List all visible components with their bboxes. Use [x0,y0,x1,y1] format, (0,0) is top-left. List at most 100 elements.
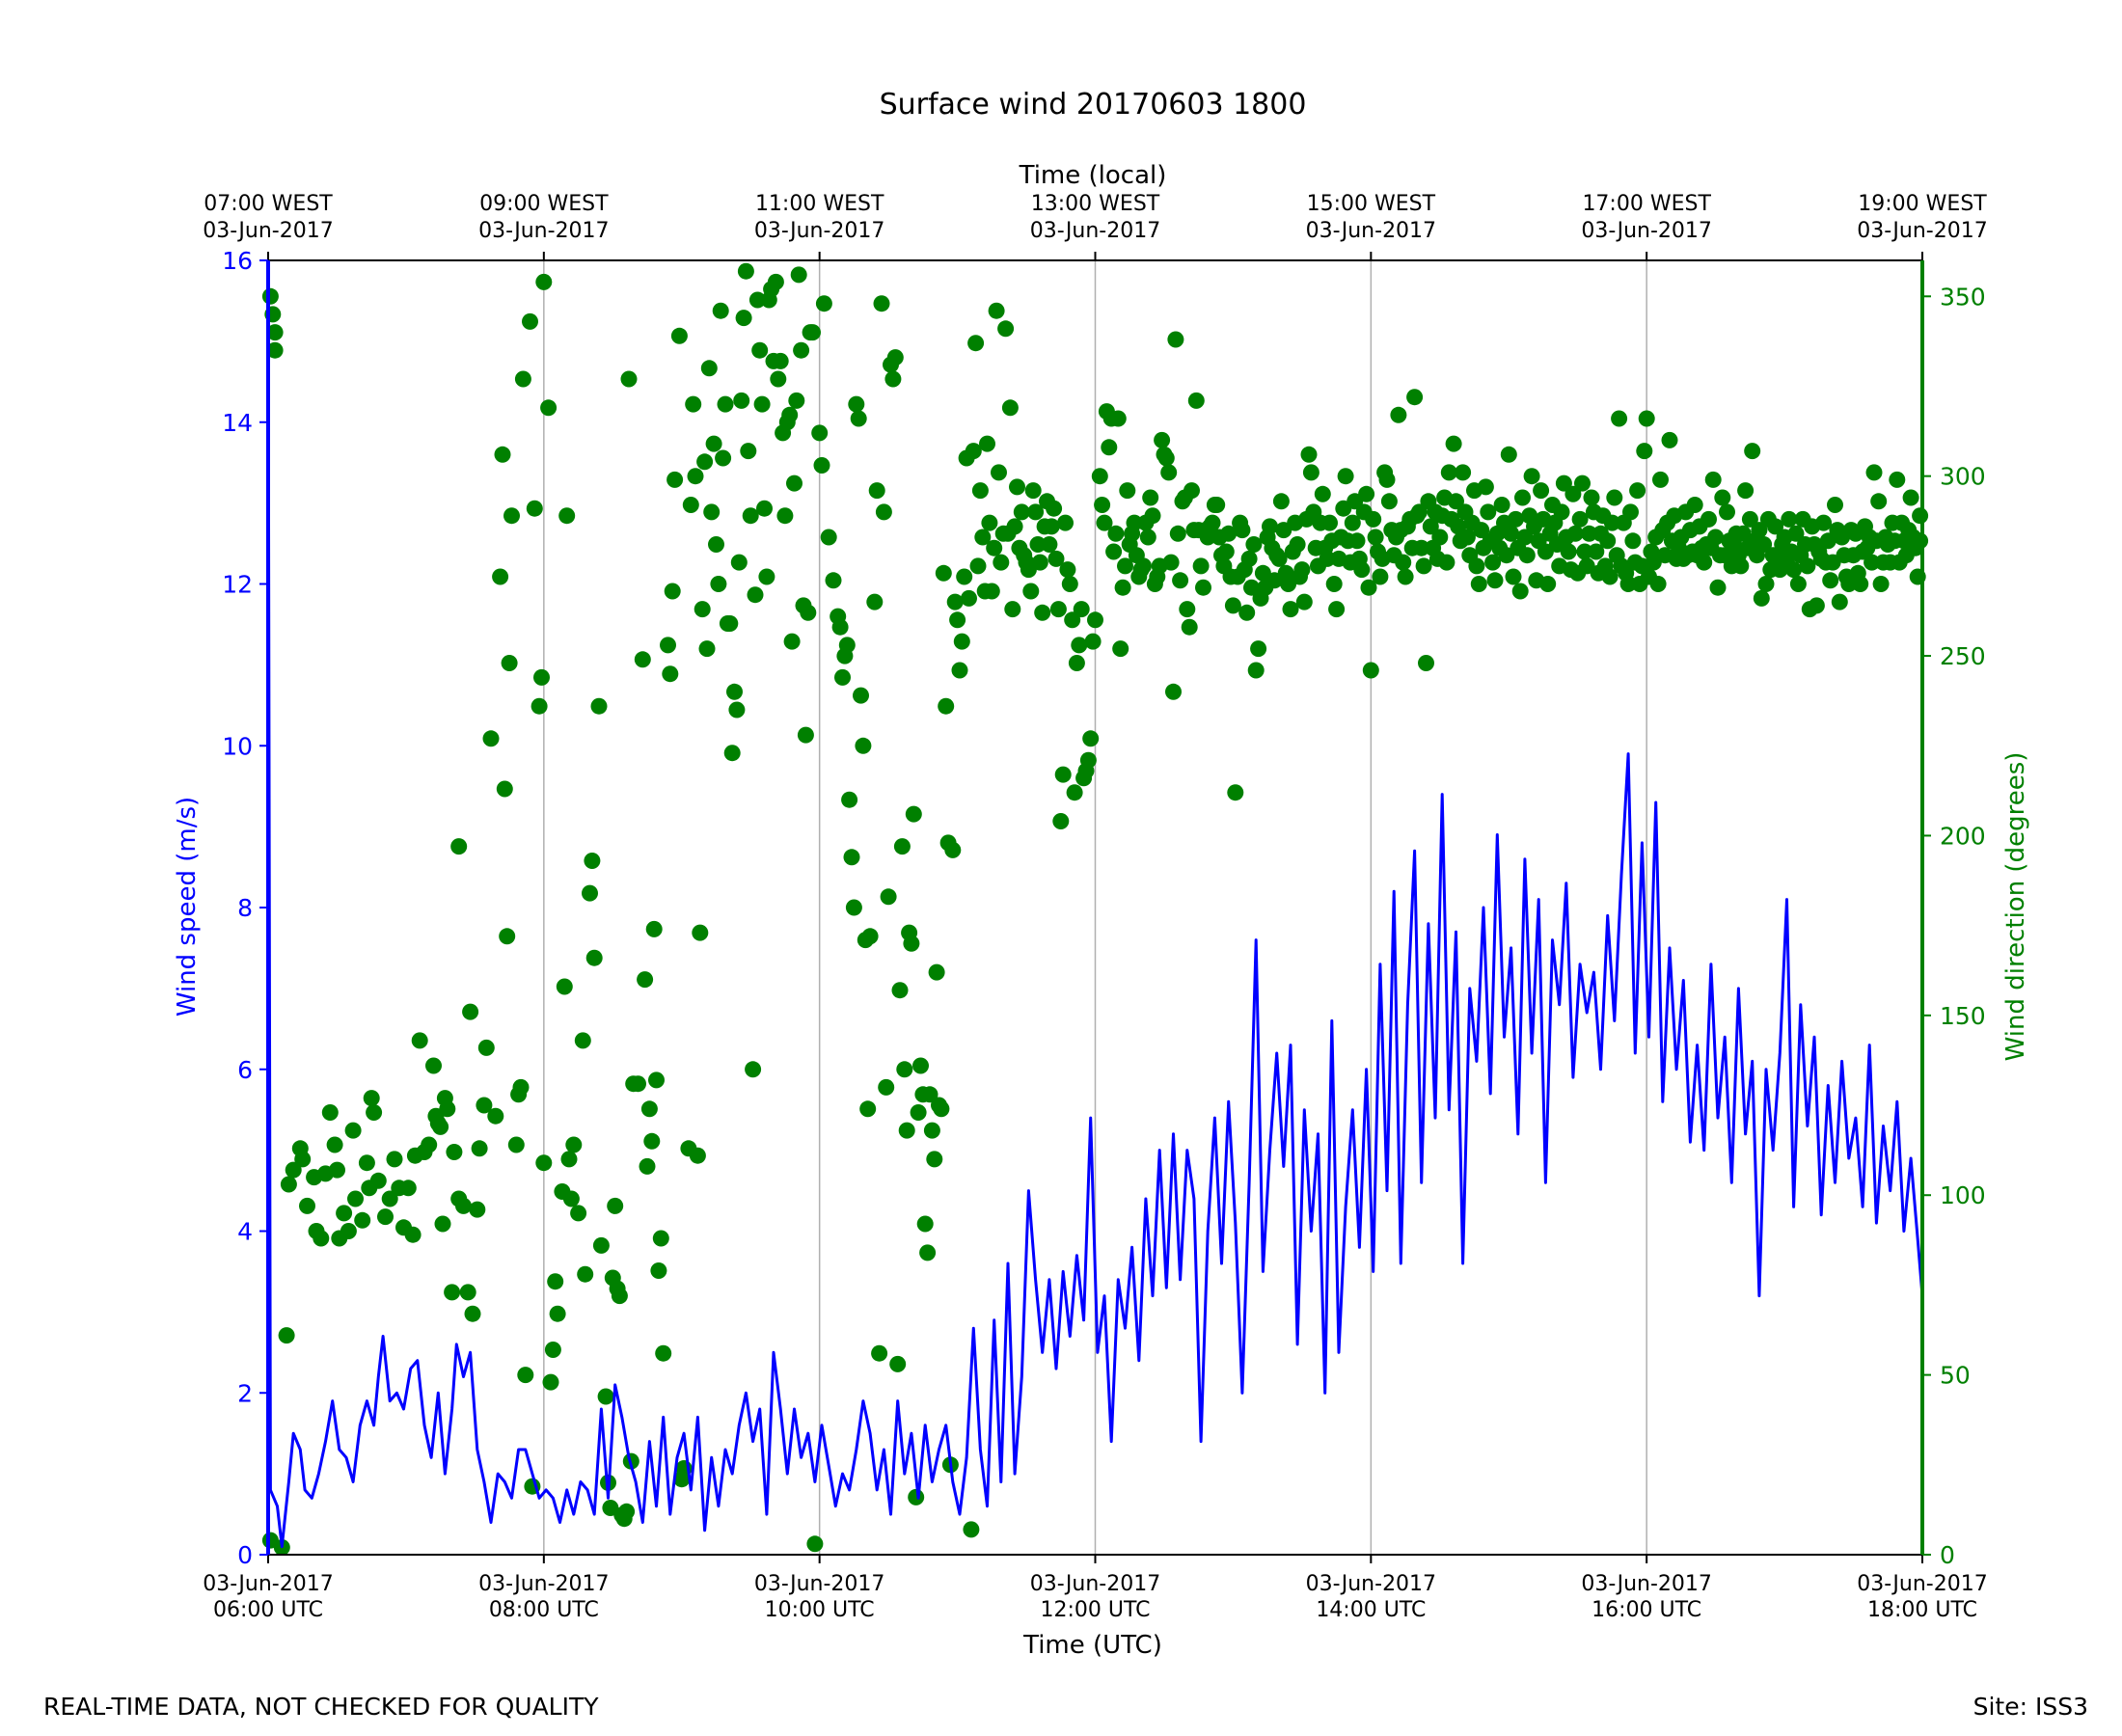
direction-point [1195,579,1211,596]
direction-point [1024,482,1042,500]
x-tick-label-date: 03-Jun-2017 [203,1572,333,1596]
y2-tick-label: 200 [1940,822,1986,850]
direction-point [294,1151,312,1168]
direction-point [988,302,1005,319]
direction-point [607,1197,624,1214]
direction-point [790,266,807,284]
direction-point [845,899,862,916]
direction-point [285,1161,302,1179]
direction-point [730,554,748,571]
direction-point [687,468,704,485]
direction-point [1059,561,1076,579]
top-tick-label-time: 09:00 WEST [479,192,609,216]
direction-point [1114,579,1131,596]
direction-point [1004,601,1021,618]
x-tick-label-date: 03-Jun-2017 [754,1572,884,1596]
direction-point [793,341,810,359]
direction-point [1564,485,1582,502]
direction-point [1046,500,1063,517]
direction-point [1912,507,1929,525]
direction-point [1049,601,1067,618]
direction-point [1523,468,1540,485]
direction-point [1142,489,1159,506]
direction-point [1511,583,1529,600]
direction-point [776,507,794,525]
direction-point [1799,557,1816,575]
direction-point [1154,431,1171,448]
direction-point [670,327,688,344]
direction-point [446,1144,463,1160]
direction-point [1622,503,1639,521]
direction-point [1066,784,1083,801]
direction-point [938,697,955,715]
direction-point [1162,554,1180,571]
direction-point [1753,589,1770,607]
direction-point [1034,604,1051,621]
direction-point [266,341,284,359]
direction-point [685,395,702,413]
direction-point [533,668,550,686]
direction-point [1611,410,1628,427]
direction-point [535,1154,553,1172]
top-tick-label-date: 03-Jun-2017 [1857,219,1987,243]
direction-point [1709,579,1727,596]
top-tick-label-date: 03-Jun-2017 [1306,219,1436,243]
direction-point [1785,561,1803,579]
direction-point [522,312,538,330]
direction-point [1209,497,1226,513]
direction-point [1250,640,1267,658]
direction-point [611,1288,628,1305]
direction-point [278,1327,295,1344]
direction-point [1686,497,1703,513]
direction-point [783,633,801,650]
direction-point [1533,482,1550,500]
direction-point [425,1057,442,1074]
direction-point [1732,557,1750,575]
direction-point [517,1367,534,1384]
direction-point [1767,518,1784,535]
direction-point [880,888,897,906]
direction-point [526,500,543,517]
direction-point [1571,510,1589,528]
direction-point [477,1039,495,1056]
direction-point [1052,813,1070,829]
direction-point [878,1078,895,1096]
direction-point [590,697,608,715]
direction-point [354,1211,371,1229]
direction-point [969,557,987,575]
direction-point [1719,503,1735,521]
direction-point [853,687,869,704]
direction-point [404,1226,422,1243]
direction-point [366,1104,383,1121]
direction-point [748,291,766,309]
direction-point [1480,503,1497,521]
direction-point [450,838,468,855]
direction-point [956,568,973,585]
direction-point [1362,662,1379,679]
direction-point [1470,576,1487,592]
direction-point [421,1136,438,1153]
y2-tick-label: 350 [1940,283,1986,311]
direction-point [1061,576,1078,592]
direction-point [1468,557,1485,575]
direction-point [1183,482,1200,500]
direction-point [1112,640,1129,658]
x-tick-label-date: 03-Jun-2017 [1306,1572,1436,1596]
direction-point [772,352,789,369]
direction-point [861,928,879,945]
direction-point [893,838,911,855]
direction-point [1187,392,1205,409]
top-tick-label-date: 03-Jun-2017 [203,219,333,243]
y-tick-label: 12 [222,571,253,599]
direction-point [1912,532,1929,550]
direction-point [1606,489,1623,506]
direction-point [1372,568,1389,585]
direction-point [514,370,531,388]
direction-point [841,791,858,808]
direction-point [1064,611,1081,629]
direction-point [326,1136,343,1153]
direction-point [1581,525,1598,542]
direction-point [643,1132,661,1150]
top-axis-label: Time (local) [1019,161,1167,190]
x-tick-label-time: 16:00 UTC [1592,1598,1701,1622]
